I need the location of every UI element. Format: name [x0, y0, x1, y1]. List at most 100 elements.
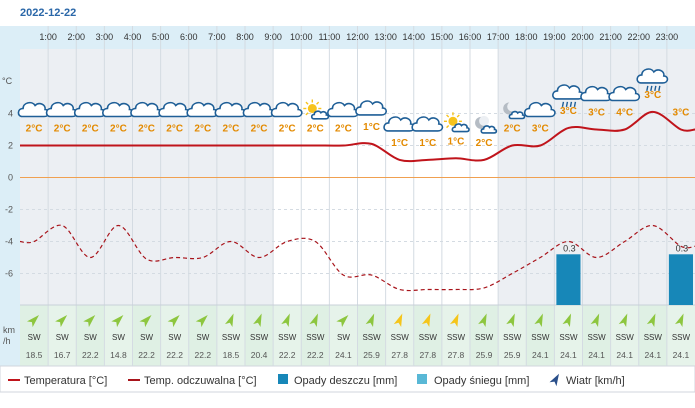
hour-label: 22:00: [627, 32, 650, 42]
temperature-labels: 2°C 2°C 2°C 2°C 2°C 2°C 2°C 2°C 2°C 2°C 2°C 2°C 1°C 1…: [26, 90, 690, 149]
wind-speed: 22.2: [166, 350, 183, 360]
temperature-label: 1°C: [363, 122, 380, 133]
wind-direction: SSW: [587, 333, 606, 342]
wind-direction: SSW: [616, 333, 635, 342]
wind-speed: 24.1: [673, 350, 690, 360]
temperature-label: 2°C: [194, 124, 211, 135]
wind-arrow-icon: [167, 315, 180, 328]
feels-like-line: [19, 224, 695, 292]
temperature-label: 2°C: [166, 124, 183, 135]
legend-box: [0, 365, 695, 393]
wind-arrow-icon: [674, 313, 684, 328]
wind-cell: [357, 305, 386, 366]
date-title: 2022-12-22: [20, 7, 76, 19]
temperature-label: 2°C: [138, 124, 155, 135]
wind-speed: 22.2: [138, 350, 155, 360]
wind-direction: SSW: [362, 333, 381, 342]
wind-cell: [188, 305, 217, 366]
wind-speed: 27.8: [448, 350, 465, 360]
y-tick-label: 0: [8, 173, 13, 183]
legend-rain-label: Opady deszczu [mm]: [294, 375, 397, 387]
legend-wind-label: Wiatr [km/h]: [566, 375, 625, 387]
legend-snow-swatch: [417, 374, 427, 384]
hour-label: 12:00: [346, 32, 369, 42]
cloud-icon: [411, 116, 444, 132]
hour-label: 18:00: [515, 32, 538, 42]
legend-temp-label: Temperatura [°C]: [24, 375, 107, 387]
temperature-label: 2°C: [82, 124, 99, 135]
wind-direction: SSW: [419, 333, 438, 342]
wind-arrow-icon: [281, 313, 290, 328]
temperature-label: 1°C: [391, 138, 408, 149]
rain-bar: [668, 254, 693, 305]
wind-direction: SW: [56, 333, 69, 342]
cloud-icon: [270, 101, 303, 118]
temperature-label: 2°C: [223, 124, 240, 135]
hour-label: 19:00: [543, 32, 566, 42]
sun-ray: [446, 114, 450, 118]
weather-icons: [17, 68, 669, 134]
temperature-label: 2°C: [335, 124, 352, 135]
wind-arrow-icon: [421, 313, 431, 328]
legend-feels-label: Temp. odczuwalna [°C]: [144, 375, 257, 387]
wind-direction: SSW: [503, 333, 522, 342]
hour-label: 5:00: [152, 32, 170, 42]
hour-label: 11:00: [318, 32, 340, 42]
wind-arrow-icon: [26, 315, 40, 328]
hour-label: 13:00: [374, 32, 397, 42]
wind-direction: SW: [140, 333, 153, 342]
wind-direction: SSW: [672, 333, 691, 342]
rain-drop: [561, 101, 565, 108]
rain-drop: [646, 85, 649, 92]
wind-arrow-icon: [478, 313, 487, 328]
night-cloud-icon: [503, 101, 526, 120]
hour-label: 6:00: [180, 32, 198, 42]
wind-direction: SSW: [250, 333, 269, 342]
wind-arrow-icon: [646, 313, 656, 328]
wind-unit-label: km: [3, 325, 15, 335]
wind-speed: 22.2: [307, 350, 324, 360]
sun-ray: [446, 125, 450, 129]
wind-direction: SSW: [475, 333, 494, 342]
sun-disc: [448, 116, 458, 126]
legend-rain-swatch: [278, 374, 288, 384]
wind-direction: SW: [84, 333, 97, 342]
wind-arrow-icon: [139, 315, 152, 328]
wind-arrow-icon: [393, 313, 403, 328]
cloud-icon: [608, 85, 641, 102]
wind-direction: SSW: [222, 333, 241, 342]
wind-cell: [301, 305, 330, 366]
wind-cell: [76, 305, 105, 366]
wind-arrow-icon: [83, 315, 96, 328]
wind-arrow-icon: [618, 313, 628, 328]
wind-arrow-icon: [365, 313, 375, 328]
moon-icon: [475, 115, 490, 129]
wind-arrow-icon: [506, 313, 515, 328]
wind-arrow-icon: [309, 313, 318, 328]
cloud-shape: [310, 110, 330, 120]
wind-speed: 24.1: [588, 350, 605, 360]
cloud-shape: [355, 100, 387, 116]
wind-direction: SSW: [278, 333, 297, 342]
wind-direction: SSW: [447, 333, 466, 342]
wind-speed: 20.4: [251, 350, 268, 360]
wind-speed: 22.2: [279, 350, 296, 360]
rain-drop: [573, 101, 577, 108]
temperature-label: 2°C: [110, 124, 127, 135]
wind-speed: 24.1: [560, 350, 577, 360]
temperature-label: 3°C: [673, 108, 690, 119]
wind-cell: [48, 305, 77, 366]
rain-bar: [556, 254, 581, 305]
wind-cell: [498, 305, 527, 366]
legend-snow-label: Opady śniegu [mm]: [434, 375, 529, 387]
hour-axis: 1:00 2:00 3:00 4:00 5:00 6:00 7:00 8:00 9:00 10:0…: [39, 32, 678, 42]
wind-arrow-icon: [590, 313, 600, 328]
hour-label: 3:00: [96, 32, 114, 42]
wind-direction: SW: [168, 333, 181, 342]
sun-disc: [307, 104, 317, 113]
wind-direction: SSW: [644, 333, 663, 342]
wind-direction: SW: [337, 333, 350, 342]
wind-direction: SW: [112, 333, 125, 342]
moon-icon: [503, 101, 518, 115]
